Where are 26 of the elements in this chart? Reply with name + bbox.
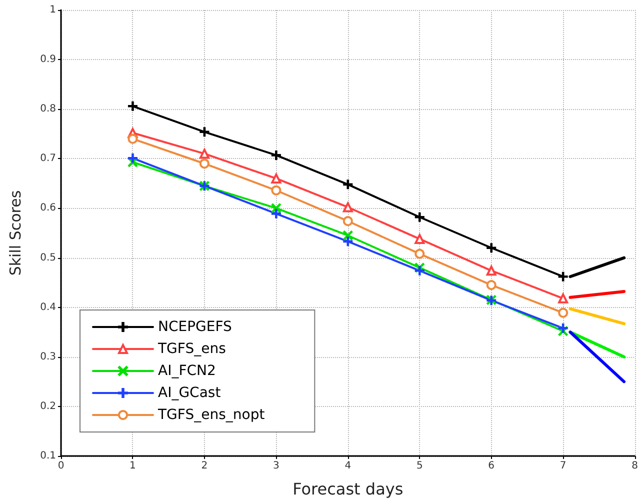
x-tick-label: 6	[488, 460, 495, 472]
y-tick-label: 0.3	[40, 351, 56, 362]
y-tick-label: 0.1	[40, 450, 56, 462]
legend-label: TGFS_ens	[157, 341, 226, 357]
legend-label: NCEPGEFS	[158, 319, 232, 335]
y-tick-label: 0.8	[40, 104, 56, 115]
x-axis-title: Forecast days	[292, 480, 404, 498]
y-tick-label: 0.9	[40, 54, 56, 66]
x-tick-label: 8	[632, 460, 638, 472]
y-tick-label: 0.6	[40, 202, 56, 214]
x-tick-label: 4	[344, 460, 352, 472]
y-tick-label: 0.4	[40, 302, 56, 313]
legend-label: AI_FCN2	[158, 363, 216, 379]
x-tick-label: 3	[272, 460, 280, 472]
legend-label: AI_GCast	[158, 385, 222, 401]
y-tick-label: 0.7	[40, 153, 56, 164]
x-tick-label: 5	[416, 460, 423, 472]
x-tick-label: 7	[560, 460, 566, 472]
y-tick-label: 1	[50, 4, 56, 16]
legend-label: TGFS_ens_nopt	[157, 407, 266, 423]
y-tick-label: 0.2	[40, 400, 56, 412]
x-tick-label: 2	[201, 460, 208, 472]
y-tick-label: 0.5	[40, 252, 56, 264]
x-tick-label: 1	[130, 460, 136, 472]
x-tick-label: 0	[58, 460, 64, 472]
y-axis-title: Skill Scores	[6, 190, 24, 276]
